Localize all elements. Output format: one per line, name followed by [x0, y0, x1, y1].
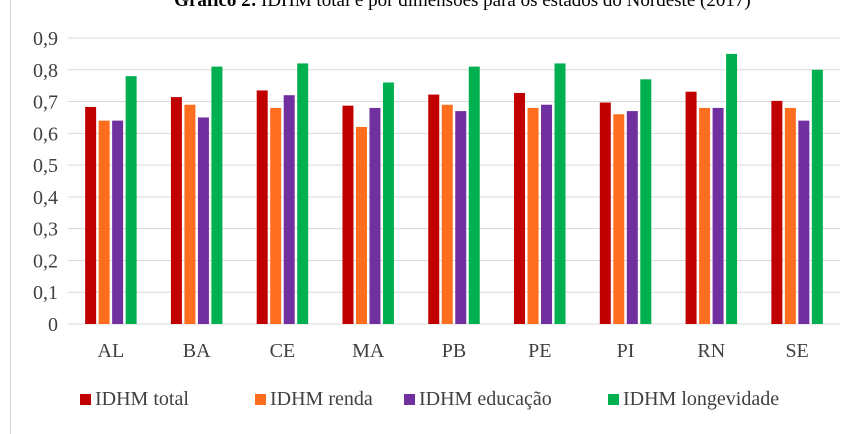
legend-label: IDHM renda — [270, 388, 373, 410]
bar — [541, 104, 553, 324]
y-tick-label: 0,8 — [33, 60, 58, 82]
legend-swatch — [80, 394, 91, 405]
y-tick-label: 0,1 — [33, 282, 58, 304]
bar — [369, 107, 381, 325]
bar — [98, 120, 110, 324]
bar — [355, 126, 367, 324]
bar — [112, 120, 124, 324]
bar — [125, 76, 137, 324]
bar — [256, 90, 268, 324]
y-tick-label: 0,5 — [33, 155, 58, 177]
bar — [428, 94, 440, 324]
y-tick-label: 0 — [48, 314, 58, 336]
chart-title: IDHM total e por dimensões para os estad… — [261, 0, 751, 11]
bar — [270, 107, 282, 325]
bar — [527, 107, 539, 325]
legend-label: IDHM total — [95, 388, 189, 410]
bar — [170, 97, 182, 325]
bar — [441, 104, 453, 324]
bar — [811, 69, 823, 325]
bar — [455, 111, 467, 324]
bar — [382, 82, 394, 324]
bar — [197, 117, 209, 324]
y-tick-label: 0,9 — [33, 28, 58, 50]
y-tick-label: 0,2 — [33, 250, 58, 272]
bar — [85, 106, 97, 324]
x-tick-label: MA — [352, 340, 385, 362]
x-tick-label: RN — [697, 340, 725, 362]
bar — [784, 107, 796, 325]
legend-swatch — [404, 394, 415, 405]
legend-swatch — [608, 394, 619, 405]
y-tick-label: 0,7 — [33, 92, 58, 114]
y-tick-label: 0,4 — [33, 187, 58, 209]
legend-swatch — [255, 394, 266, 405]
bar — [184, 104, 196, 324]
bar — [640, 79, 652, 324]
chart-title-prefix: Gráfico 2: — [174, 0, 257, 11]
bar — [626, 111, 638, 324]
x-tick-label: BA — [183, 340, 211, 362]
y-tick-label: 0,6 — [33, 123, 58, 145]
bar — [342, 105, 354, 324]
bar — [599, 102, 611, 325]
bar — [771, 100, 783, 324]
legend-label: IDHM longevidade — [623, 388, 779, 410]
bar — [798, 120, 810, 324]
bar — [712, 107, 724, 325]
bar — [211, 66, 223, 324]
bar — [726, 53, 738, 325]
bar — [699, 107, 711, 325]
x-tick-label: SE — [785, 340, 808, 362]
x-tick-label: PB — [442, 340, 466, 362]
bar — [468, 66, 480, 324]
y-tick-label: 0,3 — [33, 219, 58, 241]
legend-label: IDHM educação — [419, 388, 552, 410]
x-tick-label: CE — [270, 340, 296, 362]
bar — [283, 95, 295, 324]
bar — [514, 92, 526, 324]
bar — [297, 63, 309, 325]
x-tick-label: AL — [98, 340, 125, 362]
bar — [613, 114, 625, 325]
x-tick-label: PE — [528, 340, 551, 362]
bar — [554, 63, 566, 325]
x-tick-label: PI — [617, 340, 635, 362]
bar — [685, 91, 697, 325]
